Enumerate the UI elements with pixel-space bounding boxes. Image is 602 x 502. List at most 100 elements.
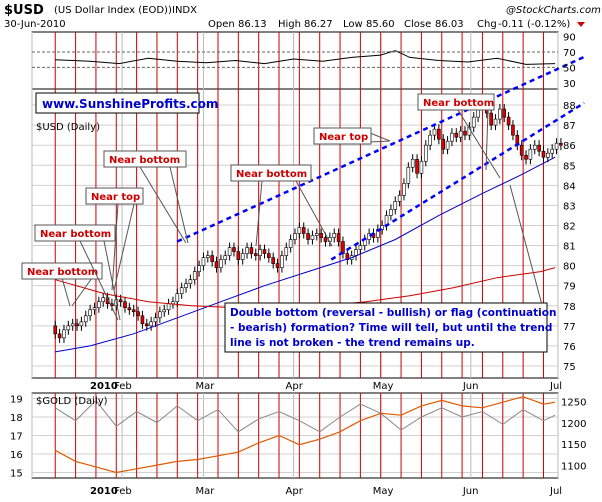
rsi-y-tick: 30: [563, 79, 576, 90]
price-candle: [280, 255, 284, 268]
price-candle: [524, 154, 528, 160]
price-candle: [380, 225, 384, 230]
price-candle: [493, 118, 498, 126]
compare-line: [54, 399, 556, 433]
price-candle: [297, 227, 302, 234]
callout-text: Near bottom: [423, 98, 494, 109]
price-candle: [101, 297, 105, 303]
price-candle: [415, 158, 419, 174]
month-tick: Jul: [549, 381, 562, 392]
month-tick: Apr: [286, 486, 304, 497]
gold-y2-tick: 1250: [561, 398, 586, 409]
date-label: 30-Jun-2010: [4, 19, 66, 30]
price-candle: [546, 152, 550, 158]
note-pointer: [509, 184, 543, 306]
gold-y-tick: 18: [10, 413, 23, 424]
trend-line-lower: [330, 101, 585, 261]
price-y-tick: 82: [563, 221, 576, 232]
price-candle: [153, 317, 158, 323]
price-candle: [332, 233, 337, 238]
month-tick: Jun: [462, 381, 479, 392]
price-candle: [201, 257, 206, 266]
price-y-tick: 84: [563, 181, 576, 192]
callout-text: Near bottom: [27, 267, 98, 278]
callout-text: Near bottom: [236, 169, 307, 180]
chg-label: Chg: [477, 19, 497, 30]
price-candle: [314, 233, 319, 236]
price-candle: [310, 235, 315, 240]
price-y-tick: 86: [563, 141, 576, 152]
price-y-tick: 88: [563, 101, 576, 112]
price-candle: [441, 138, 446, 150]
callout-text: Near top: [319, 132, 368, 143]
price-candle: [550, 148, 554, 154]
gold-y-tick: 19: [10, 395, 23, 406]
month-tick: 2010: [90, 381, 118, 392]
price-candle: [192, 271, 197, 280]
month-tick: May: [373, 381, 394, 392]
price-candle: [219, 259, 223, 268]
callout-near-top-2: Near top: [313, 127, 391, 145]
price-y-tick: 79: [563, 282, 576, 293]
price-candle: [271, 257, 276, 264]
price-candle: [206, 255, 210, 258]
price-candle: [358, 245, 363, 250]
month-tick: Mar: [195, 381, 215, 392]
rsi-y-tick: 90: [563, 33, 576, 44]
price-candle: [393, 201, 398, 210]
price-candle: [179, 287, 184, 295]
callout-text: Near top: [91, 192, 140, 203]
price-y-tick: 80: [563, 262, 576, 273]
copyright: @StockCharts.com: [506, 5, 601, 16]
price-candle: [118, 299, 123, 303]
price-candle: [92, 307, 97, 311]
open-label: Open: [208, 19, 235, 30]
price-candle: [502, 108, 507, 118]
price-candle: [188, 279, 193, 284]
price-candle: [410, 158, 415, 168]
month-tick: Jun: [462, 486, 479, 497]
price-candle: [454, 132, 459, 138]
price-candle: [306, 233, 310, 240]
price-candle: [158, 311, 162, 319]
price-candle: [532, 144, 537, 150]
close-label: Close: [404, 19, 431, 30]
price-panel-title: $USD (Daily): [36, 122, 100, 133]
rsi-overbought-fill: [383, 50, 407, 53]
price-candle: [70, 323, 75, 327]
price-candle: [57, 333, 62, 339]
price-y-tick: 76: [563, 342, 576, 353]
price-candle: [471, 116, 476, 128]
down-arrow-icon: [577, 22, 585, 27]
note-line-2: - bearish) formation? Time will tell, bu…: [230, 322, 552, 334]
price-candle: [144, 323, 149, 327]
close-value: 86.03: [435, 19, 464, 30]
price-candle: [62, 329, 66, 339]
gold-y-tick: 16: [10, 450, 23, 461]
price-candle: [354, 249, 358, 256]
rsi-y-tick: 50: [563, 63, 576, 74]
price-candle: [275, 263, 280, 268]
price-candle: [402, 183, 406, 196]
month-tick: Mar: [195, 486, 215, 497]
price-candle: [489, 112, 493, 126]
symbol-label: $USD: [4, 3, 44, 18]
price-candle: [123, 301, 127, 309]
price-candle: [463, 130, 467, 136]
price-candle: [437, 128, 441, 140]
price-candle: [166, 303, 171, 311]
price-candle: [506, 116, 511, 126]
gold-y2-tick: 1200: [561, 419, 586, 430]
price-candle: [232, 247, 236, 252]
price-candle: [97, 301, 101, 309]
price-candle: [53, 325, 58, 335]
callout-near-bottom-2: Near bottom: [34, 224, 121, 321]
price-candle: [83, 315, 88, 323]
low-value: 85.60: [366, 19, 395, 30]
price-candle: [345, 253, 350, 260]
price-candle: [253, 253, 258, 256]
callout-text: Near bottom: [40, 229, 111, 240]
price-candle: [149, 321, 153, 327]
month-tick: Apr: [286, 381, 304, 392]
month-tick: Jul: [549, 486, 562, 497]
